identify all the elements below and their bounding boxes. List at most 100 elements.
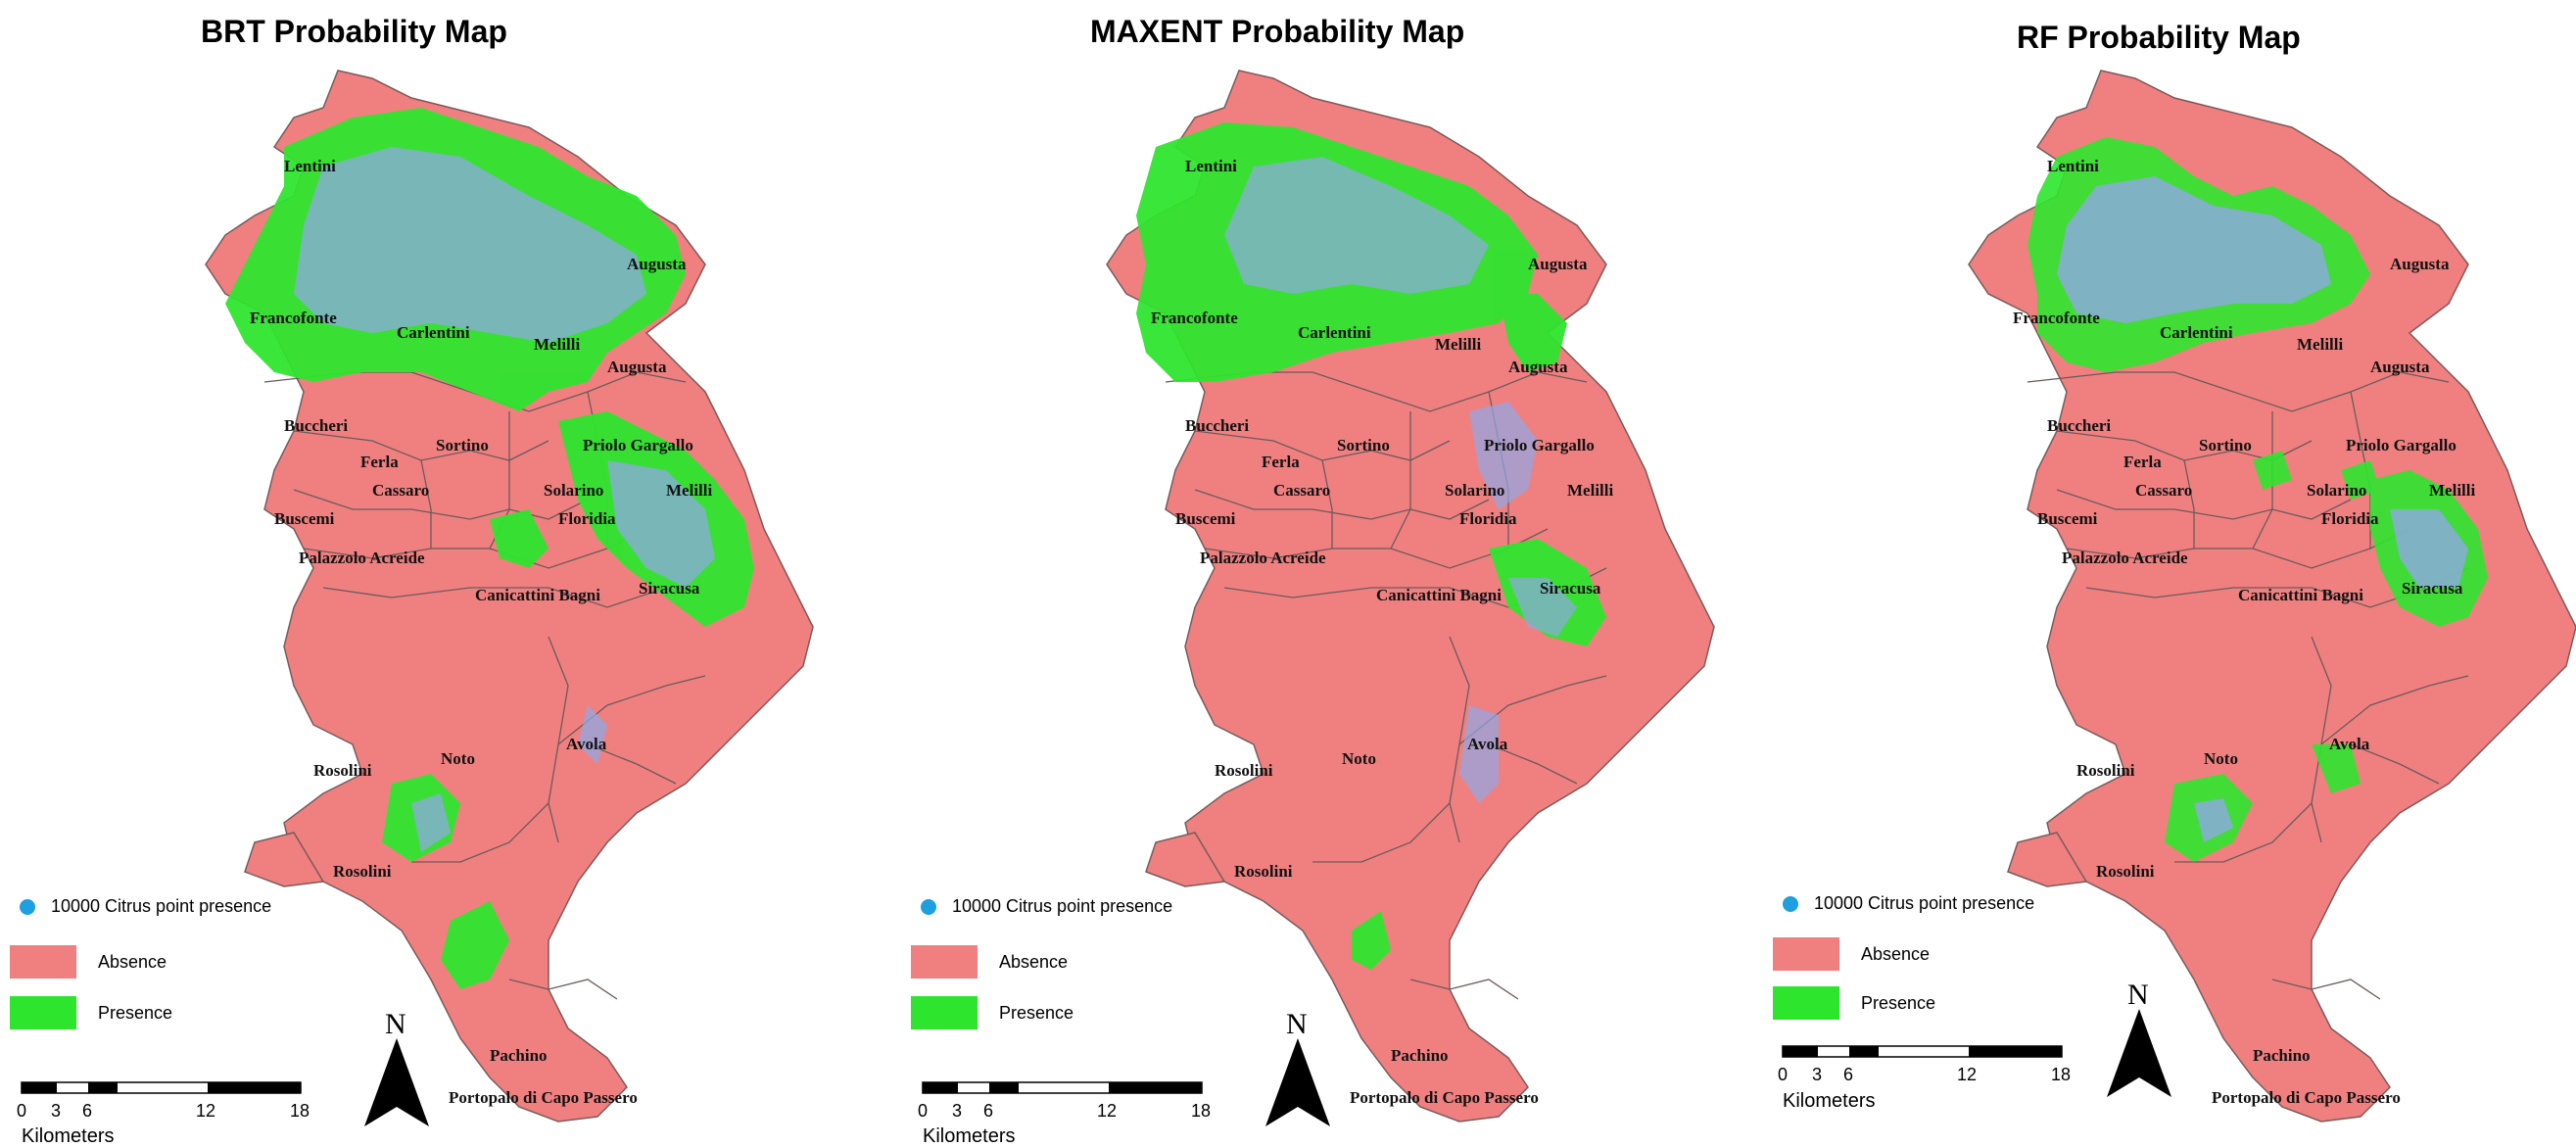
place-label: Noto <box>1342 749 1376 768</box>
legend-absence-label: Absence <box>98 951 167 972</box>
place-label: Rosolini <box>333 862 392 881</box>
place-label: Carlentini <box>1298 323 1371 342</box>
absence-swatch <box>911 945 978 979</box>
place-label: Augusta <box>2390 255 2450 273</box>
place-label: Palazzolo Acreide <box>299 549 425 567</box>
map-canvas: Lentini Augusta Francofonte Carlentini M… <box>17 70 814 1147</box>
place-label: Rosolini <box>1215 761 1273 780</box>
north-label: N <box>2127 979 2149 1011</box>
province-outline-west <box>1145 832 1226 887</box>
place-label: Cassaro <box>2135 481 2192 500</box>
place-label: Melilli <box>1435 335 1481 354</box>
place-label: Avola <box>566 735 607 753</box>
legend-absence-label: Absence <box>999 951 1069 972</box>
scale-tick: 12 <box>1097 1101 1117 1121</box>
place-labels: Lentini Augusta Francofonte Carlentini M… <box>250 157 712 1107</box>
scale-tick: 12 <box>196 1101 215 1121</box>
municipal-boundaries <box>2027 371 2469 1000</box>
map-canvas: Lentini Augusta Francofonte Carlentini M… <box>918 70 1715 1147</box>
place-label: Buscemi <box>2037 509 2098 528</box>
place-label: Cassaro <box>372 481 429 500</box>
place-label: Floridia <box>558 509 616 528</box>
scale-unit: Kilometers <box>1783 1090 1875 1112</box>
scale-tick: 12 <box>1957 1065 1977 1084</box>
citrus-points-overlay <box>1224 157 1577 803</box>
citrus-point-icon <box>20 898 35 915</box>
place-label: Priolo Gargallo <box>2346 436 2457 454</box>
place-label: Canicattini Bagni <box>2238 586 2363 604</box>
place-label: Portopalo di Capo Passero <box>449 1088 638 1107</box>
citrus-point-icon <box>921 898 936 915</box>
place-label: Solarino <box>2307 481 2366 500</box>
place-label: Francofonte <box>250 309 337 327</box>
place-label: Siracusa <box>2402 579 2463 597</box>
scale-tick: 18 <box>1191 1101 1211 1121</box>
place-label: Buccheri <box>1185 416 1249 435</box>
place-label: Floridia <box>1459 509 1517 528</box>
place-label: Augusta <box>627 255 687 273</box>
north-arrow-icon: N <box>364 1008 429 1126</box>
north-label: N <box>1286 1008 1308 1040</box>
place-label: Buscemi <box>274 509 335 528</box>
place-label: Pachino <box>2253 1046 2311 1065</box>
place-label: Augusta <box>1528 255 1588 273</box>
place-label: Augusta <box>2370 358 2430 376</box>
place-label: Melilli <box>2429 481 2475 500</box>
scale-unit: Kilometers <box>923 1125 1015 1147</box>
place-label: Noto <box>2204 749 2238 768</box>
north-arrow-icon: N <box>2107 979 2171 1097</box>
citrus-points-overlay <box>294 147 715 852</box>
scale-bar: 0 3 6 12 18 Kilometers <box>17 1081 310 1147</box>
place-label: Rosolini <box>313 761 372 780</box>
legend-points-label: 10000 Citrus point presence <box>1814 893 2035 913</box>
place-label: Canicattini Bagni <box>1376 586 1502 604</box>
province-outline-west <box>2007 832 2088 887</box>
place-label: Solarino <box>1445 481 1504 500</box>
place-label: Sortino <box>1337 436 1390 454</box>
place-label: Pachino <box>490 1046 548 1065</box>
presence-swatch <box>1773 986 1839 1020</box>
place-label: Rosolini <box>2096 862 2155 881</box>
place-label: Carlentini <box>397 323 470 342</box>
province-outline-west <box>244 832 325 887</box>
legend-presence-label: Presence <box>999 1002 1074 1023</box>
scale-tick: 6 <box>983 1101 993 1121</box>
rf-map-panel: RF Probability Map <box>1719 0 2576 1147</box>
place-label: Ferla <box>360 453 399 471</box>
place-label: Lentini <box>2047 157 2099 175</box>
presence-swatch <box>911 996 978 1029</box>
citrus-points-overlay <box>2057 176 2468 842</box>
place-label: Buccheri <box>2047 416 2111 435</box>
place-label: Ferla <box>1262 453 1300 471</box>
scale-tick: 6 <box>82 1101 92 1121</box>
place-label: Melilli <box>1567 481 1613 500</box>
maxent-map-panel: MAXENT Probability Map <box>901 0 1759 1147</box>
scale-tick: 18 <box>2051 1065 2071 1084</box>
place-label: Augusta <box>607 358 667 376</box>
place-label: Palazzolo Acreide <box>1200 549 1326 567</box>
brt-map-panel: BRT Probability Map <box>0 0 858 1147</box>
place-label: Portopalo di Capo Passero <box>1350 1088 1539 1107</box>
place-label: Augusta <box>1508 358 1568 376</box>
place-label: Francofonte <box>1151 309 1238 327</box>
place-label: Portopalo di Capo Passero <box>2212 1088 2401 1107</box>
place-label: Priolo Gargallo <box>1484 436 1595 454</box>
place-label: Buccheri <box>284 416 348 435</box>
place-label: Melilli <box>2297 335 2343 354</box>
citrus-point-icon <box>1783 895 1798 912</box>
absence-swatch <box>1773 937 1839 971</box>
legend-absence-label: Absence <box>1861 943 1931 964</box>
place-label: Lentini <box>1185 157 1237 175</box>
legend-points-label: 10000 Citrus point presence <box>51 896 272 916</box>
legend-presence-label: Presence <box>1861 992 1936 1013</box>
scale-tick: 3 <box>952 1101 962 1121</box>
north-arrow-icon: N <box>1265 1008 1330 1126</box>
place-label: Sortino <box>436 436 489 454</box>
scale-tick: 6 <box>1843 1065 1853 1084</box>
place-label: Rosolini <box>2076 761 2135 780</box>
place-label: Canicattini Bagni <box>475 586 600 604</box>
place-label: Avola <box>1467 735 1508 753</box>
legend-presence-label: Presence <box>98 1002 173 1023</box>
map-title: BRT Probability Map <box>201 14 507 49</box>
scale-bar: 0 3 6 12 18 Kilometers <box>918 1081 1211 1147</box>
